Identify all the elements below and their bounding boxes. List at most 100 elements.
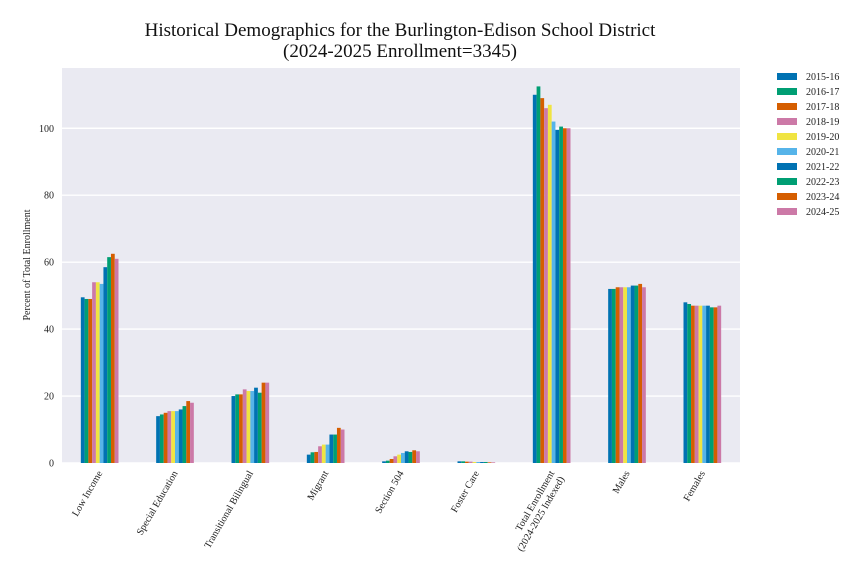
legend: 2015-16 2016-17 2017-18 2018-19 2019-20 2020-… bbox=[777, 72, 839, 218]
bar bbox=[619, 287, 624, 463]
bar bbox=[559, 126, 563, 463]
bar bbox=[544, 108, 548, 463]
bar bbox=[483, 461, 488, 463]
bar bbox=[562, 128, 567, 463]
x-tick-label: Total Enrollment(2024-2025 Indexed) bbox=[505, 469, 567, 554]
x-tick-label: Foster Care bbox=[449, 469, 482, 515]
bar bbox=[566, 128, 571, 463]
bar bbox=[487, 462, 492, 463]
bar bbox=[99, 283, 104, 463]
chart-subtitle: (2024-2025 Enrollment=3345) bbox=[283, 41, 517, 62]
bar bbox=[382, 461, 386, 463]
bar bbox=[476, 461, 481, 463]
bar bbox=[156, 416, 160, 463]
bar bbox=[107, 257, 111, 463]
legend-swatch bbox=[777, 73, 797, 80]
bar bbox=[468, 461, 473, 463]
bar bbox=[397, 454, 401, 463]
bar bbox=[231, 396, 236, 463]
bar bbox=[318, 446, 322, 463]
bar bbox=[408, 451, 413, 463]
x-tick-label: Section 504 bbox=[373, 469, 406, 516]
bar bbox=[702, 305, 707, 463]
y-tick-label: 20 bbox=[44, 392, 54, 403]
bar bbox=[265, 382, 270, 463]
bar bbox=[393, 456, 398, 463]
legend-swatch bbox=[777, 178, 797, 185]
bar bbox=[536, 86, 541, 464]
bar bbox=[178, 409, 183, 463]
bar bbox=[325, 444, 330, 463]
bar bbox=[555, 129, 560, 463]
bar bbox=[389, 458, 394, 463]
bar bbox=[691, 305, 695, 463]
bar bbox=[261, 382, 266, 463]
bar bbox=[457, 461, 462, 463]
bar bbox=[336, 427, 341, 463]
bar bbox=[306, 454, 311, 463]
legend-swatch bbox=[777, 163, 797, 170]
legend-label: 2024-25 bbox=[806, 207, 839, 218]
bar bbox=[92, 282, 96, 463]
bars bbox=[80, 86, 722, 464]
bar bbox=[242, 389, 247, 463]
x-tick-label: Migrant bbox=[306, 469, 332, 503]
y-tick-label: 100 bbox=[39, 124, 54, 135]
legend-label: 2016-17 bbox=[806, 87, 839, 98]
bar bbox=[642, 287, 646, 463]
bar bbox=[250, 391, 255, 463]
bar bbox=[235, 394, 240, 463]
bar bbox=[461, 461, 466, 463]
bar bbox=[412, 450, 417, 463]
x-tick-label: Special Education bbox=[135, 469, 181, 537]
bar bbox=[314, 451, 319, 463]
bar bbox=[480, 461, 484, 463]
bar bbox=[630, 285, 635, 463]
y-tick-label: 0 bbox=[49, 459, 54, 470]
bar bbox=[713, 307, 718, 463]
bar bbox=[190, 402, 194, 463]
bar bbox=[175, 411, 179, 463]
bar bbox=[239, 394, 243, 463]
x-tick-label: Low Income bbox=[70, 469, 105, 519]
bar bbox=[246, 391, 251, 463]
bar bbox=[159, 414, 164, 463]
bar bbox=[532, 94, 537, 463]
legend-swatch bbox=[777, 103, 797, 110]
legend-label: 2021-22 bbox=[806, 162, 839, 173]
legend-label: 2015-16 bbox=[806, 72, 839, 83]
y-axis-label: Percent of Total Enrollment bbox=[22, 209, 33, 320]
bar bbox=[683, 302, 688, 463]
bar bbox=[95, 282, 100, 463]
bar bbox=[611, 288, 616, 463]
bar bbox=[171, 411, 175, 463]
legend-swatch bbox=[777, 208, 797, 215]
bar bbox=[404, 451, 409, 463]
bar bbox=[472, 461, 477, 463]
bar bbox=[103, 267, 108, 463]
bar bbox=[608, 288, 612, 463]
bar bbox=[329, 434, 334, 463]
bar bbox=[254, 387, 258, 463]
legend-label: 2018-19 bbox=[806, 117, 839, 128]
bar bbox=[321, 444, 326, 463]
bar bbox=[110, 253, 115, 463]
legend-label: 2019-20 bbox=[806, 132, 839, 143]
bar bbox=[84, 298, 89, 463]
x-tick-label: Females bbox=[682, 469, 708, 503]
bar bbox=[333, 434, 337, 463]
bar bbox=[551, 121, 556, 463]
legend-label: 2022-23 bbox=[806, 177, 839, 188]
chart-title: Historical Demographics for the Burlingt… bbox=[145, 20, 657, 41]
bar bbox=[638, 283, 643, 463]
legend-swatch bbox=[777, 148, 797, 155]
bar bbox=[547, 104, 552, 464]
legend-swatch bbox=[777, 88, 797, 95]
bar bbox=[687, 303, 692, 463]
bar bbox=[114, 258, 119, 463]
bar bbox=[698, 305, 703, 463]
y-axis-ticks: 0 20 40 60 80 100 bbox=[39, 124, 54, 470]
bar bbox=[186, 401, 191, 463]
bar bbox=[163, 412, 168, 463]
